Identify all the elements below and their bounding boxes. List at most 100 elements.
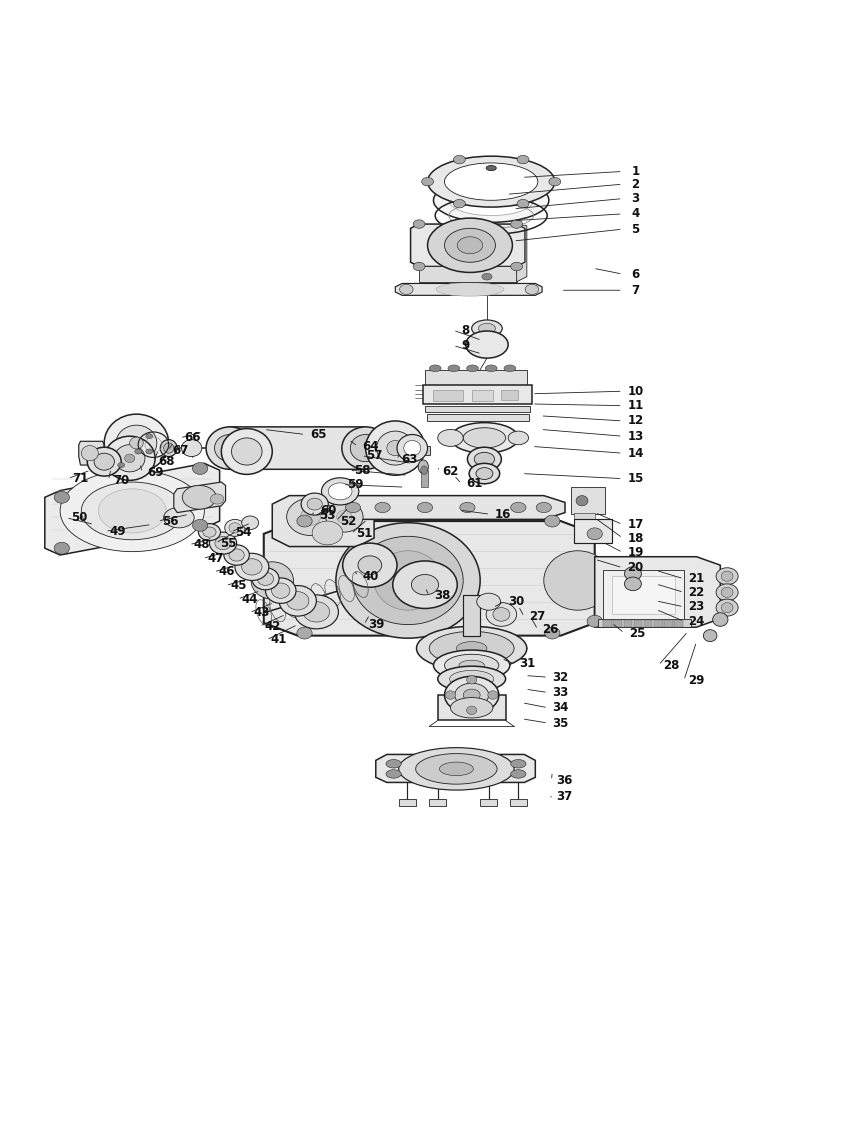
Text: 26: 26 (542, 623, 558, 637)
Text: 69: 69 (147, 467, 163, 479)
Ellipse shape (312, 521, 343, 544)
Text: 56: 56 (162, 515, 178, 527)
Ellipse shape (716, 568, 738, 585)
Text: 1: 1 (632, 165, 639, 178)
Bar (425, 370, 527, 385)
Ellipse shape (252, 568, 279, 589)
Ellipse shape (448, 365, 460, 372)
Ellipse shape (99, 489, 166, 533)
Ellipse shape (429, 365, 441, 372)
Ellipse shape (544, 551, 612, 610)
Ellipse shape (517, 156, 529, 163)
Ellipse shape (453, 156, 465, 163)
Text: 64: 64 (362, 440, 379, 453)
Ellipse shape (271, 583, 290, 598)
Text: 18: 18 (627, 532, 643, 544)
Ellipse shape (438, 666, 506, 692)
Bar (472, 390, 493, 400)
Ellipse shape (231, 438, 262, 465)
Ellipse shape (345, 503, 360, 513)
Ellipse shape (456, 641, 487, 655)
Text: 54: 54 (235, 525, 252, 539)
Ellipse shape (416, 627, 527, 671)
Ellipse shape (511, 220, 523, 229)
Ellipse shape (146, 434, 153, 438)
Ellipse shape (366, 420, 425, 476)
Text: 17: 17 (627, 518, 643, 531)
Ellipse shape (198, 524, 220, 541)
Ellipse shape (576, 496, 588, 506)
Text: 36: 36 (556, 774, 572, 788)
Ellipse shape (82, 482, 183, 540)
Ellipse shape (450, 671, 494, 687)
Ellipse shape (300, 508, 320, 525)
Ellipse shape (214, 435, 245, 462)
Text: 66: 66 (184, 432, 201, 444)
Ellipse shape (449, 185, 534, 215)
Ellipse shape (716, 600, 738, 616)
Ellipse shape (457, 237, 483, 254)
Text: 5: 5 (632, 223, 639, 236)
Ellipse shape (286, 498, 334, 535)
Text: 43: 43 (254, 606, 270, 619)
Ellipse shape (463, 428, 506, 449)
Ellipse shape (467, 675, 477, 684)
Bar (423, 385, 532, 403)
Bar (480, 799, 497, 806)
Ellipse shape (258, 573, 274, 585)
Ellipse shape (428, 219, 513, 273)
Ellipse shape (703, 630, 717, 641)
Polygon shape (376, 754, 536, 782)
Ellipse shape (463, 689, 480, 701)
Ellipse shape (115, 445, 145, 472)
Bar (502, 390, 518, 400)
Ellipse shape (235, 553, 269, 580)
Text: 58: 58 (354, 463, 371, 477)
Ellipse shape (164, 443, 173, 453)
Ellipse shape (482, 273, 492, 281)
Bar (571, 487, 605, 514)
Ellipse shape (210, 494, 224, 504)
Ellipse shape (224, 520, 245, 536)
Ellipse shape (416, 754, 497, 784)
Text: 67: 67 (173, 444, 189, 458)
Ellipse shape (479, 323, 496, 334)
Ellipse shape (716, 584, 738, 601)
Text: 45: 45 (230, 579, 246, 592)
Ellipse shape (545, 627, 560, 639)
Ellipse shape (508, 432, 529, 445)
Text: 14: 14 (627, 446, 643, 460)
Text: 50: 50 (71, 512, 87, 524)
Text: 48: 48 (194, 539, 210, 551)
Text: 25: 25 (629, 627, 645, 640)
Ellipse shape (105, 414, 168, 472)
Bar (463, 595, 480, 636)
Ellipse shape (303, 602, 330, 622)
Ellipse shape (487, 197, 496, 203)
Text: 24: 24 (688, 614, 705, 628)
Ellipse shape (105, 436, 156, 480)
Ellipse shape (192, 520, 207, 531)
Text: 35: 35 (552, 717, 569, 729)
Ellipse shape (342, 427, 389, 469)
Ellipse shape (192, 462, 207, 474)
Ellipse shape (411, 575, 439, 595)
Ellipse shape (485, 365, 497, 372)
Text: 10: 10 (627, 384, 643, 398)
Bar (644, 620, 653, 627)
Ellipse shape (587, 615, 603, 627)
Text: 63: 63 (401, 453, 418, 467)
Bar (438, 695, 506, 720)
Text: 22: 22 (688, 586, 705, 598)
Bar (634, 620, 643, 627)
Bar (574, 520, 612, 543)
Text: 15: 15 (627, 472, 643, 485)
Ellipse shape (54, 491, 70, 504)
Ellipse shape (468, 447, 502, 471)
Ellipse shape (587, 527, 603, 540)
Bar (421, 470, 428, 487)
Ellipse shape (82, 445, 99, 461)
Ellipse shape (511, 503, 526, 513)
Ellipse shape (466, 331, 508, 358)
Ellipse shape (294, 595, 338, 629)
